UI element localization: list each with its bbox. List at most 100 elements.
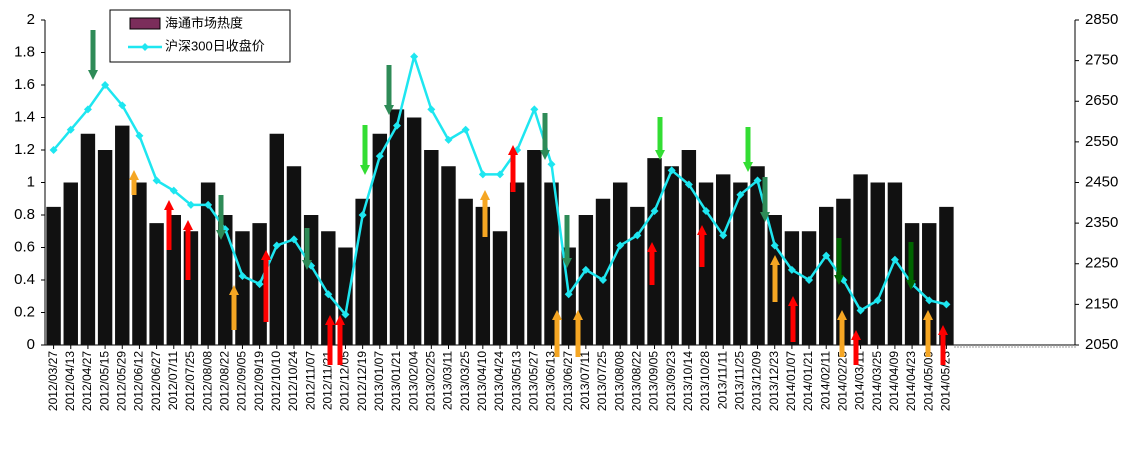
line-marker	[684, 180, 693, 189]
bar	[458, 198, 473, 345]
bar	[801, 231, 817, 345]
line-marker	[633, 231, 642, 240]
x-tick-label: 2013/04/10	[475, 351, 489, 411]
line-marker	[856, 306, 865, 315]
legend-label: 海通市场热度	[165, 15, 243, 30]
signal-arrow	[837, 310, 847, 357]
line-marker	[753, 176, 762, 185]
line-marker	[49, 146, 58, 154]
bar	[389, 109, 405, 345]
y2-tick-label: 2250	[1085, 255, 1118, 272]
line-marker	[478, 170, 487, 179]
y-tick-label: 0.2	[14, 303, 35, 320]
y2-tick-label: 2150	[1085, 295, 1118, 312]
bar	[664, 166, 679, 345]
bar	[836, 198, 851, 345]
x-tick-label: 2012/12/05	[338, 351, 352, 411]
x-tick-label: 2013/10/28	[698, 351, 712, 411]
y2-tick-label: 2350	[1085, 214, 1118, 231]
signal-arrow	[508, 145, 518, 192]
bar	[372, 133, 388, 345]
line-marker	[66, 125, 75, 134]
line-marker	[650, 206, 659, 215]
bar	[715, 174, 731, 345]
x-tick-label: 2012/10/24	[286, 351, 300, 411]
signal-arrow	[760, 177, 770, 222]
line-marker	[787, 265, 796, 274]
x-tick-label: 2013/03/11	[441, 351, 455, 410]
bar	[578, 215, 594, 345]
line-marker	[822, 251, 831, 260]
x-tick-label: 2014/01/21	[801, 351, 815, 411]
bar	[887, 182, 903, 345]
bar	[424, 150, 439, 345]
y2-tick-label: 2850	[1085, 11, 1118, 28]
signal-arrow	[325, 315, 335, 365]
line-marker	[341, 310, 350, 319]
line-marker	[169, 186, 178, 195]
line-marker	[616, 241, 625, 250]
x-tick-label: 2014/04/09	[887, 351, 901, 411]
bar	[750, 166, 765, 345]
line-marker	[324, 290, 333, 299]
line-marker	[135, 131, 144, 140]
signal-arrow	[834, 238, 844, 285]
y-tick-label: 0	[27, 336, 35, 353]
signal-arrow	[302, 228, 312, 270]
bar	[819, 206, 834, 345]
bar	[235, 231, 250, 345]
x-tick-label: 2013/07/11	[578, 351, 592, 410]
x-tick-label: 2012/05/29	[114, 351, 128, 411]
x-tick-label: 2012/06/12	[132, 351, 146, 411]
bar	[630, 206, 645, 345]
line-marker	[564, 290, 573, 299]
y-tick-label: 1	[27, 173, 35, 190]
line-marker	[444, 135, 453, 144]
y-tick-label: 1.6	[14, 76, 35, 93]
x-tick-label: 2013/06/13	[544, 351, 558, 411]
y-tick-label: 1.2	[14, 141, 35, 158]
y-tick-label: 1.8	[14, 43, 35, 60]
bar	[475, 206, 491, 345]
signal-arrow	[655, 117, 665, 160]
signal-arrow	[360, 125, 370, 175]
bar	[132, 182, 147, 345]
signal-arrow	[906, 242, 916, 290]
signal-arrow	[552, 310, 562, 357]
bar	[612, 182, 628, 345]
x-tick-label: 2013/01/21	[389, 351, 403, 411]
line-marker	[204, 200, 213, 209]
bar	[97, 150, 113, 345]
y-tick-label: 0.4	[14, 271, 35, 288]
x-tick-label: 2013/08/08	[612, 351, 626, 411]
x-tick-label: 2013/02/25	[423, 351, 437, 411]
x-tick-label: 2013/01/07	[372, 351, 386, 411]
x-tick-label: 2012/11/07	[303, 351, 317, 410]
signal-arrow	[770, 255, 780, 302]
signal-arrow	[216, 195, 226, 240]
signal-arrow	[540, 113, 550, 160]
signal-arrow	[88, 30, 98, 80]
line-marker	[392, 121, 401, 130]
line-marker	[736, 190, 745, 199]
x-tick-label: 2012/08/08	[200, 351, 214, 411]
line-marker	[599, 276, 608, 284]
signal-arrow	[788, 296, 798, 342]
bar	[406, 117, 422, 345]
x-tick-label: 2013/06/27	[561, 351, 575, 411]
signal-arrow	[261, 250, 271, 322]
x-tick-label: 2013/10/14	[681, 351, 695, 411]
signal-arrow	[129, 170, 139, 195]
x-tick-label: 2012/09/19	[252, 351, 266, 411]
y-tick-label: 0.6	[14, 238, 35, 255]
bar	[922, 223, 937, 345]
line-marker	[410, 52, 419, 61]
x-tick-label: 2012/11/21	[320, 351, 334, 410]
x-tick-label: 2013/09/23	[664, 351, 678, 411]
bar	[853, 174, 868, 345]
bar	[544, 182, 559, 345]
x-tick-label: 2013/08/22	[630, 351, 644, 411]
bar	[80, 133, 96, 345]
bar	[63, 182, 78, 345]
